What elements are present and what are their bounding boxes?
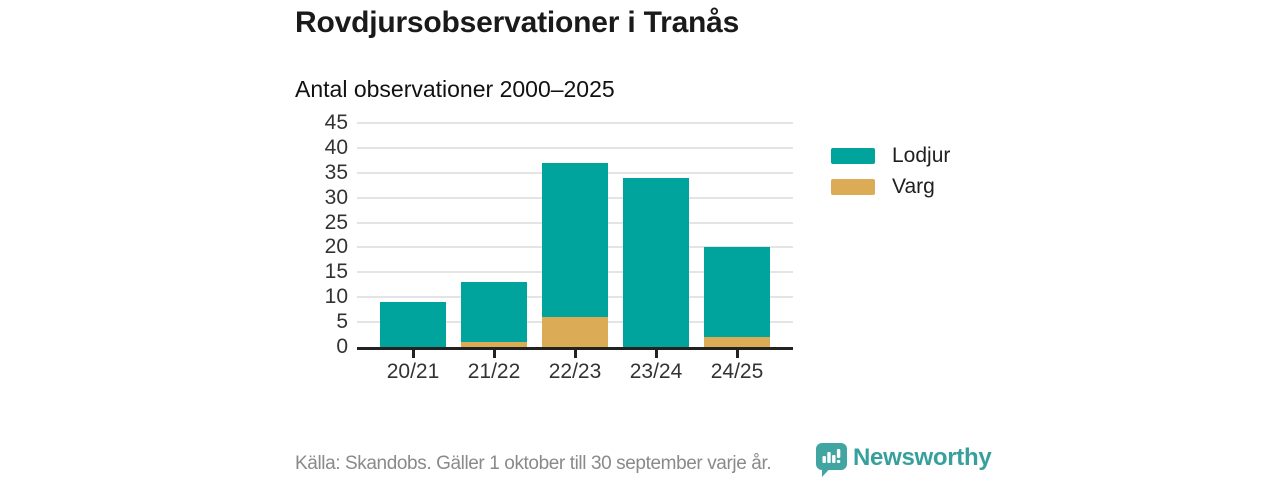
x-axis-tick-marks xyxy=(357,350,793,358)
y-tick-label-25: 25 xyxy=(324,210,348,234)
x-tick-mark xyxy=(492,350,496,358)
bar-24/25 xyxy=(704,247,770,347)
x-tick-21/22 xyxy=(461,350,527,358)
gridline-40 xyxy=(357,146,793,149)
legend-label-lodjur: Lodjur xyxy=(892,144,951,167)
newsworthy-icon xyxy=(816,443,847,477)
bars xyxy=(357,123,793,347)
x-tick-mark xyxy=(573,350,577,358)
bar-segment-varg-21/22 xyxy=(461,342,527,347)
chart-title: Rovdjursobservationer i Tranås xyxy=(295,6,740,39)
source-note: Källa: Skandobs. Gäller 1 oktober till 3… xyxy=(295,453,772,474)
bar-21/22 xyxy=(461,282,527,347)
legend-label-varg: Varg xyxy=(892,175,935,198)
plot-area xyxy=(357,122,793,350)
x-tick-mark xyxy=(411,350,415,358)
bar-segment-lodjur-24/25 xyxy=(704,247,770,337)
y-tick-label-45: 45 xyxy=(324,111,348,134)
x-label-23/24: 23/24 xyxy=(629,360,683,383)
x-tick-mark xyxy=(654,350,658,358)
bar-23/24 xyxy=(623,178,689,347)
gridline-45 xyxy=(357,122,793,124)
y-tick-label-5: 5 xyxy=(336,310,348,334)
x-label-22/23: 22/23 xyxy=(548,360,602,383)
bar-segment-lodjur-21/22 xyxy=(461,282,527,342)
x-tick-mark xyxy=(735,350,739,358)
x-tick-23/24 xyxy=(623,350,689,358)
x-label-20/21: 20/21 xyxy=(386,360,440,383)
y-tick-label-15: 15 xyxy=(324,260,348,284)
y-tick-label-20: 20 xyxy=(324,235,348,259)
x-label-21/22: 21/22 xyxy=(467,360,521,383)
y-tick-label-40: 40 xyxy=(324,135,348,159)
bar-20/21 xyxy=(380,302,446,347)
legend-swatch-varg xyxy=(831,179,875,195)
x-tick-24/25 xyxy=(704,350,770,358)
x-axis-labels: 20/21 21/22 22/23 23/24 24/25 xyxy=(357,360,793,384)
bar-22/23 xyxy=(542,163,608,347)
newsworthy-wordmark: Newsworthy xyxy=(853,444,992,471)
y-axis-tick-labels: 0 5 10 15 20 25 30 35 40 45 xyxy=(293,111,348,358)
bar-segment-lodjur-23/24 xyxy=(623,178,689,347)
bar-segment-lodjur-20/21 xyxy=(380,302,446,347)
bar-segment-varg-22/23 xyxy=(542,317,608,347)
legend-item-varg: Varg xyxy=(831,175,950,198)
legend-swatch-lodjur xyxy=(831,148,875,164)
y-tick-label-10: 10 xyxy=(324,285,348,309)
legend-item-lodjur: Lodjur xyxy=(831,144,951,167)
bar-segment-varg-24/25 xyxy=(704,337,770,347)
y-tick-label-0: 0 xyxy=(336,335,348,358)
chart-subtitle: Antal observationer 2000–2025 xyxy=(295,76,615,102)
x-axis-line xyxy=(357,347,793,350)
x-label-24/25: 24/25 xyxy=(710,360,764,383)
y-tick-label-35: 35 xyxy=(324,160,348,184)
bar-segment-lodjur-22/23 xyxy=(542,163,608,317)
legend: Lodjur Varg xyxy=(831,144,951,207)
x-tick-22/23 xyxy=(542,350,608,358)
x-tick-20/21 xyxy=(380,350,446,358)
y-tick-label-30: 30 xyxy=(324,185,348,209)
newsworthy-logo[interactable]: Newsworthy xyxy=(816,443,992,477)
